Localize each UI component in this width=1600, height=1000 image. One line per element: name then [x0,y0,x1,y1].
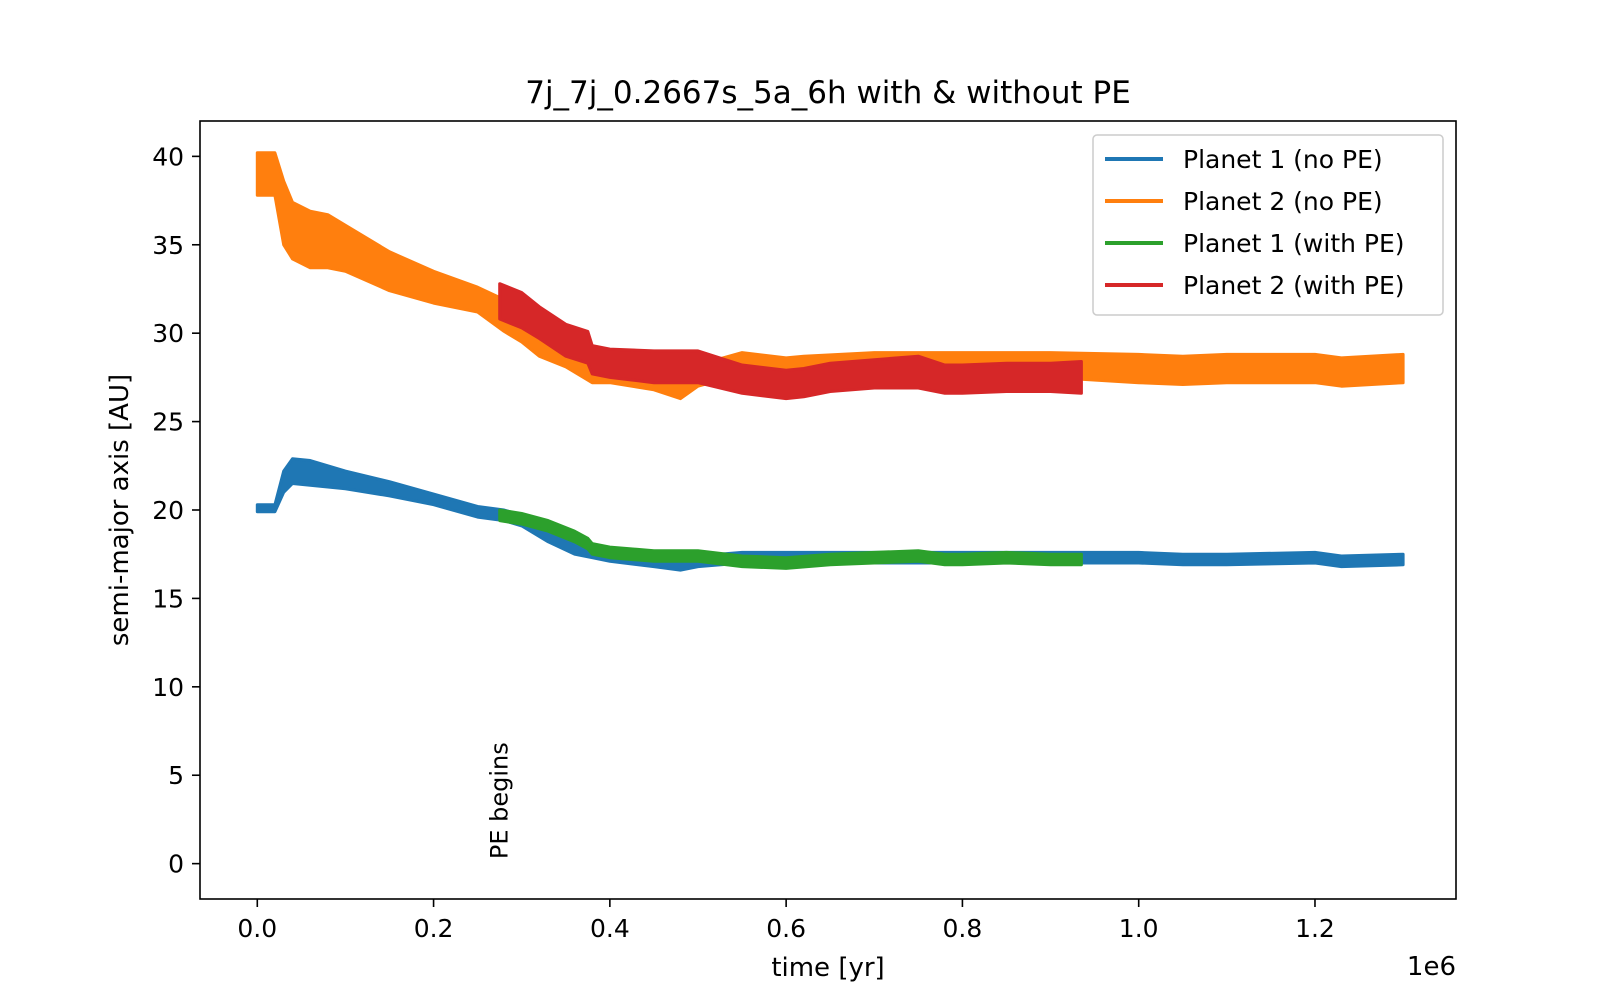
legend-label: Planet 1 (with PE) [1183,229,1405,258]
series-1-band [255,457,1405,572]
x-tick-label: 0.0 [237,914,277,943]
legend-label: Planet 1 (no PE) [1183,145,1383,174]
y-tick-label: 5 [168,761,184,790]
x-tick-label: 1.2 [1295,914,1335,943]
x-tick-label: 0.2 [414,914,454,943]
y-tick-label: 35 [152,231,184,260]
series-3-band [498,508,1083,570]
series-4-band [498,282,1083,401]
y-tick-label: 40 [152,142,184,171]
pe-begins-annotation: PE begins [486,742,514,859]
y-tick-label: 0 [168,850,184,879]
legend-box [1092,134,1444,316]
x-tick-label: 0.8 [943,914,983,943]
x-tick-label: 0.4 [590,914,630,943]
series-layer [255,151,1405,572]
y-tick-label: 10 [152,673,184,702]
x-tick-label: 1.0 [1119,914,1159,943]
x-tick-label: 0.6 [766,914,806,943]
legend-label: Planet 2 (with PE) [1183,271,1405,300]
y-tick-label: 25 [152,408,184,437]
chart-title: 7j_7j_0.2667s_5a_6h with & without PE [525,75,1131,111]
y-axis-label: semi-major axis [AU] [105,374,135,646]
y-tick-label: 30 [152,319,184,348]
legend-label: Planet 2 (no PE) [1183,187,1383,216]
y-axis-ticks: 0 5 10 15 20 25 30 35 40 [152,142,200,879]
x-axis-offset-label: 1e6 [1407,952,1456,982]
y-tick-label: 15 [152,584,184,613]
legend: Planet 1 (no PE) Planet 2 (no PE) Planet 1… [1092,134,1444,316]
x-axis-ticks: 0.0 0.2 0.4 0.6 0.8 1.0 1.2 [237,899,1335,943]
y-tick-label: 20 [152,496,184,525]
x-axis-label: time [yr] [771,953,884,983]
